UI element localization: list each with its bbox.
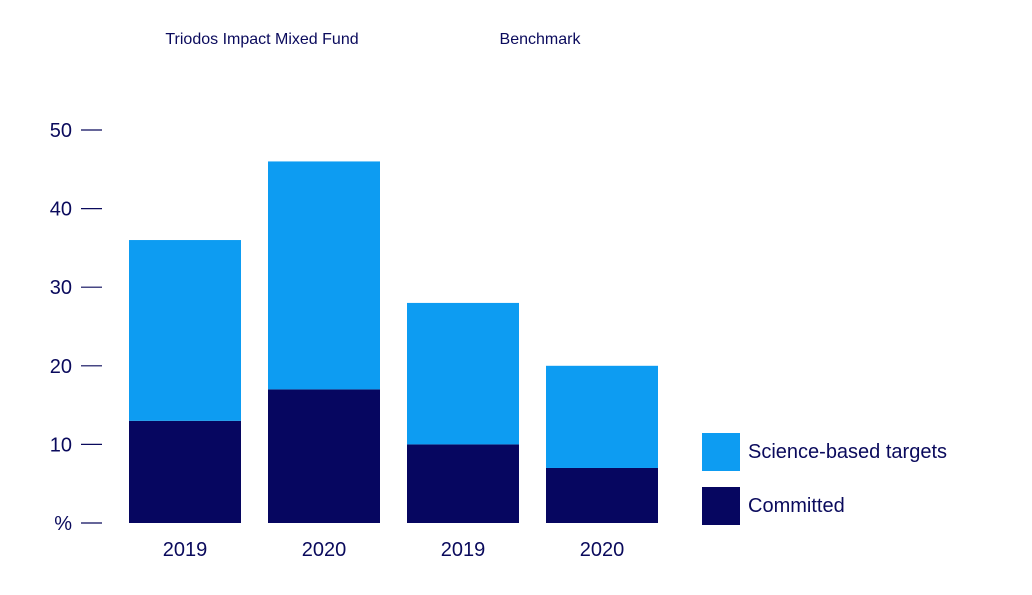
legend-item-science-based: Science-based targets <box>702 433 947 471</box>
group-title-fund: Triodos Impact Mixed Fund <box>165 31 359 48</box>
y-tick-label-5: 50 <box>50 120 72 142</box>
legend-swatch-science-based <box>702 433 740 471</box>
bar-science-based-1 <box>268 161 380 390</box>
y-tick-label-4: 40 <box>50 199 72 221</box>
legend-swatch-committed <box>702 487 740 525</box>
legend-label-science-based: Science-based targets <box>748 440 948 463</box>
bar-science-based-0 <box>129 240 241 421</box>
bar-committed-0 <box>129 420 241 523</box>
x-tick-label-3: 2020 <box>580 539 625 561</box>
x-tick-label-0: 2019 <box>163 539 208 561</box>
x-tick-label-1: 2020 <box>302 539 347 561</box>
bar-committed-3 <box>546 467 658 523</box>
y-tick-label-1: 10 <box>50 434 72 456</box>
group-title-benchmark: Benchmark <box>499 31 581 48</box>
legend-item-committed: Committed <box>702 487 947 525</box>
y-tick-label-3: 30 <box>50 277 72 299</box>
y-tick-label-2: 20 <box>50 356 72 378</box>
legend-label-committed: Committed <box>748 494 845 517</box>
bar-committed-2 <box>407 444 519 523</box>
y-tick-label-0: % <box>54 513 72 535</box>
bar-science-based-3 <box>546 365 658 468</box>
bar-committed-1 <box>268 389 380 523</box>
x-tick-label-2: 2019 <box>441 539 486 561</box>
legend: Science-based targets Committed <box>702 433 947 541</box>
bar-science-based-2 <box>407 302 519 445</box>
